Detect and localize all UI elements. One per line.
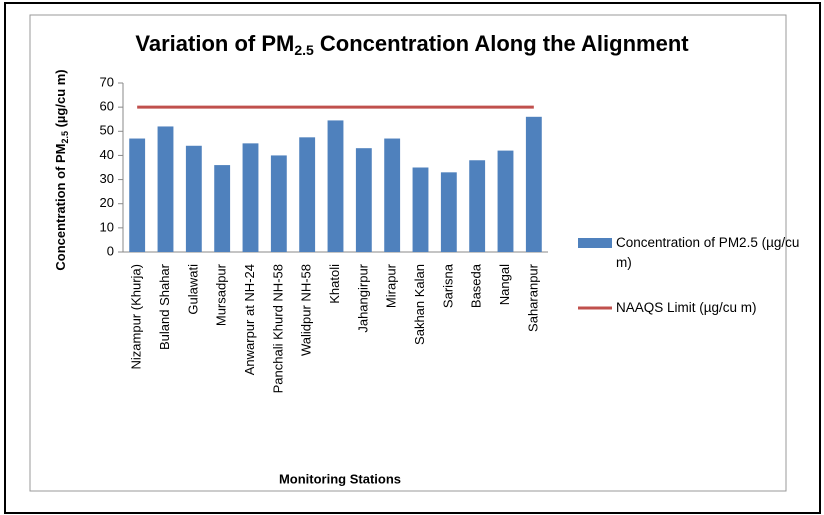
x-tick-label: Sarisna [440,263,455,308]
bar [384,138,401,252]
bar [270,155,287,252]
x-axis-label: Monitoring Stations [279,471,401,486]
bar [412,167,429,252]
bar [440,172,457,252]
x-tick-label: Nangal [497,264,512,305]
bar [129,138,146,252]
bar [355,148,372,252]
y-label-part: Concentration of PM [53,144,68,271]
y-axis-label: Concentration of PM2.5 (µg/cu m) [53,69,70,270]
title-part: Concentration Along the Alignment [314,31,689,56]
x-tick-label: Mursadpur [214,263,229,326]
chart-title: Variation of PM2.5 Concentration Along t… [135,31,689,58]
outer-border [4,2,821,514]
bar [242,143,259,252]
x-tick-label: Mirapur [384,263,399,308]
x-tick-label: Saharanpur [525,263,540,332]
y-tick-label: 30 [100,171,114,186]
bar [157,126,174,252]
x-tick-label: Anwarpur at NH-24 [242,264,257,375]
legend-swatch [578,238,612,248]
bar [299,137,316,252]
x-tick-label: Nizampur (Khurja) [129,264,144,369]
y-label-sub: 2.5 [60,131,70,144]
y-tick-label: 10 [100,219,114,234]
bar [185,145,202,252]
x-tick-label: Walidpur NH-58 [299,264,314,356]
y-tick-label: 60 [100,99,114,114]
legend-label: NAAQS Limit (µg/cu m) [616,300,757,315]
y-tick-label: 40 [100,147,114,162]
x-tick-label: Panchali Khurd NH-58 [270,264,285,393]
y-tick-label: 0 [107,243,114,258]
y-tick-label: 70 [100,74,114,89]
x-tick-label: Gulawati [185,264,200,315]
bar [469,160,486,252]
bar [497,150,514,252]
x-tick-label: Jahangirpur [355,263,370,332]
chart-frame [29,14,787,492]
x-tick-label: Khatoli [327,264,342,304]
title-sub: 2.5 [294,42,314,58]
title-part: Variation of PM [135,31,294,56]
x-tick-label: Baseda [469,263,484,308]
y-tick-label: 20 [100,195,114,210]
bar [525,116,542,252]
legend-label: Concentration of PM2.5 (µg/cu m) [616,235,800,270]
y-tick-label: 50 [100,123,114,138]
y-label-part: (µg/cu m) [53,69,68,131]
bar [214,165,231,252]
bar [327,120,344,253]
x-tick-label: Sakhan Kalan [412,264,427,345]
x-tick-label: Buland Shahar [157,263,172,350]
